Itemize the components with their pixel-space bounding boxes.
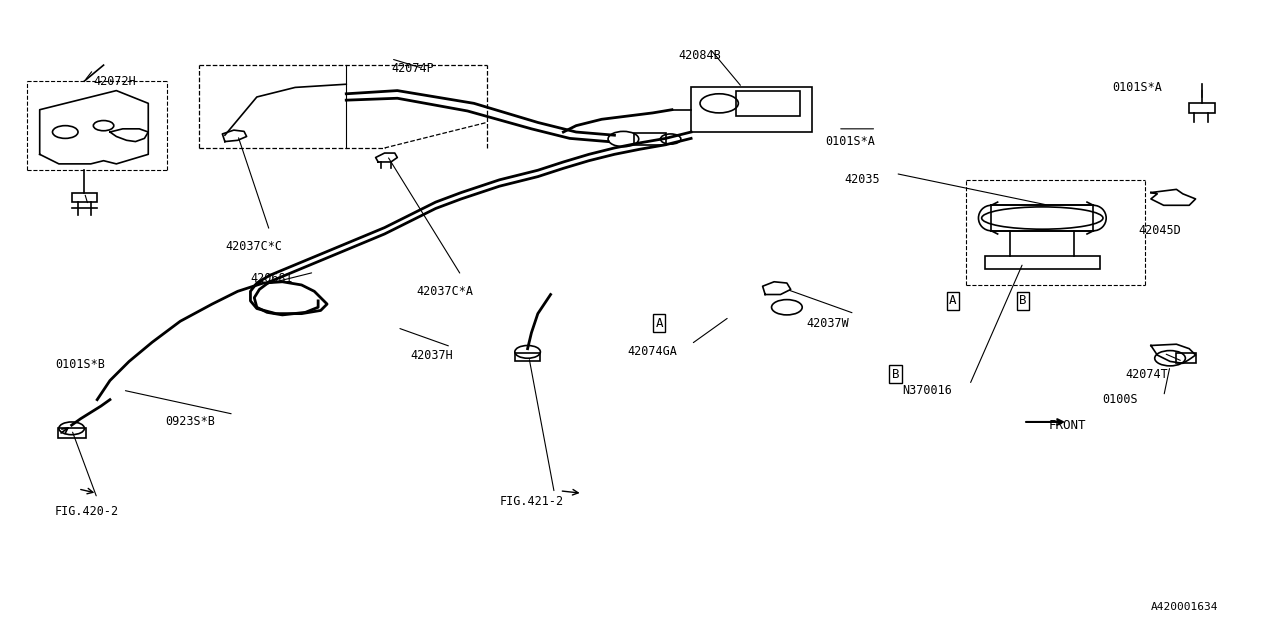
Text: 42072H: 42072H <box>93 74 136 88</box>
Text: B: B <box>1019 294 1027 307</box>
Text: 42074T: 42074T <box>1125 367 1169 381</box>
Bar <box>991 205 1093 231</box>
Text: 42084B: 42084B <box>678 49 721 62</box>
Bar <box>634 133 666 145</box>
Bar <box>58 428 86 438</box>
Text: N370016: N370016 <box>902 383 952 397</box>
Text: 0101S*A: 0101S*A <box>1112 81 1162 94</box>
Text: 42068I: 42068I <box>251 272 293 285</box>
Text: 0101S*B: 0101S*B <box>55 358 105 371</box>
Text: FRONT: FRONT <box>1048 419 1087 431</box>
Text: 0100S: 0100S <box>1102 393 1138 406</box>
Text: 42074GA: 42074GA <box>627 346 677 358</box>
Text: 42045D: 42045D <box>1138 224 1181 237</box>
Text: 42035: 42035 <box>845 173 879 186</box>
Bar <box>515 353 540 362</box>
Bar <box>736 91 800 116</box>
Text: A420001634: A420001634 <box>1151 602 1219 612</box>
Text: 42037C*A: 42037C*A <box>416 285 474 298</box>
Bar <box>72 193 97 202</box>
Bar <box>984 256 1100 269</box>
Text: 0101S*A: 0101S*A <box>826 135 876 148</box>
Text: 42037W: 42037W <box>806 317 849 330</box>
Text: 42037C*C: 42037C*C <box>225 240 282 253</box>
Text: 0923S*B: 0923S*B <box>165 415 215 428</box>
Text: 42074P: 42074P <box>390 62 434 75</box>
Text: 42037H: 42037H <box>410 349 453 362</box>
Text: FIG.420-2: FIG.420-2 <box>55 505 119 518</box>
Bar <box>1176 353 1196 364</box>
Text: FIG.421-2: FIG.421-2 <box>499 495 563 508</box>
Text: A: A <box>655 317 663 330</box>
Text: A: A <box>950 294 956 307</box>
Text: B: B <box>892 367 899 381</box>
Bar <box>691 88 813 132</box>
Bar <box>1189 103 1215 113</box>
